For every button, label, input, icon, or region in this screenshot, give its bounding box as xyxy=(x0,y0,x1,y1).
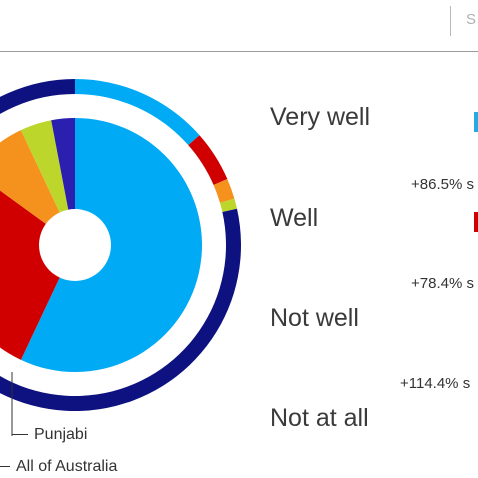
very-well-value-mark xyxy=(474,112,478,132)
legend-tick xyxy=(0,466,10,468)
outer-ring-slice-3 xyxy=(220,198,237,213)
legend-all-australia: All of Australia xyxy=(0,458,117,476)
change-very-well: +86.5% s xyxy=(411,176,474,193)
legend-tick xyxy=(12,434,28,436)
outer-ring-slice-0 xyxy=(75,79,200,146)
outer-ring-slice-1 xyxy=(188,135,228,186)
toolbar-divider xyxy=(450,6,451,36)
well-value-mark xyxy=(474,212,478,232)
change-not-well: +114.4% s xyxy=(400,375,471,392)
legend-australia-label: All of Australia xyxy=(16,458,118,475)
top-toolbar: S xyxy=(0,0,478,52)
category-well: Well xyxy=(270,204,319,232)
inner-ring-slice-0 xyxy=(20,118,202,372)
donut-chart xyxy=(0,79,241,436)
legend-punjabi: Punjabi xyxy=(12,426,87,444)
donut-hole xyxy=(39,209,111,281)
search-input[interactable]: S xyxy=(466,11,477,28)
legend-punjabi-label: Punjabi xyxy=(34,426,88,443)
outer-ring-slice-2 xyxy=(213,179,235,203)
change-well: +78.4% s xyxy=(411,275,474,292)
category-not-at-all: Not at all xyxy=(270,404,369,432)
category-very-well: Very well xyxy=(270,103,371,131)
category-not-well: Not well xyxy=(270,304,359,332)
outer-ring-all-of-australia xyxy=(0,79,241,411)
